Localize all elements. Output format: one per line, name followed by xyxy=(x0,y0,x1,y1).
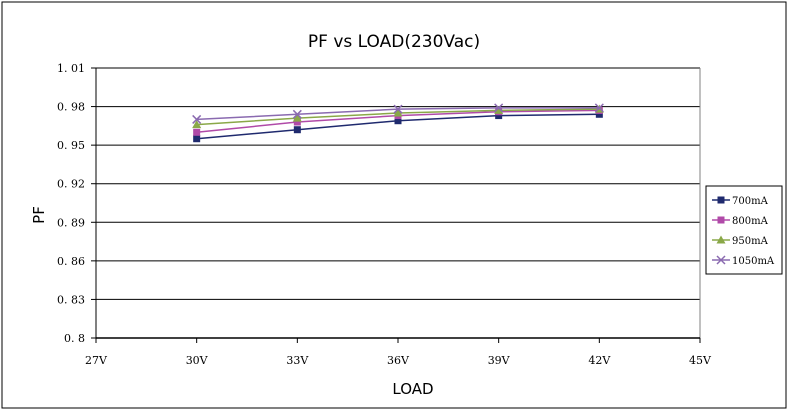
series-point xyxy=(293,118,301,126)
series-point xyxy=(594,103,604,113)
y-tick-label: 0. 89 xyxy=(57,216,85,229)
x-tick-label: 36V xyxy=(387,354,410,367)
series-point xyxy=(292,109,302,119)
y-tick-label: 0. 95 xyxy=(57,139,85,152)
y-tick-label: 0. 92 xyxy=(57,178,85,191)
chart-title: PF vs LOAD(230Vac) xyxy=(308,32,480,52)
series-point xyxy=(393,104,403,114)
legend-marker-stroke xyxy=(716,255,726,265)
axis-layer: 1. 01 0. 98 0. 95 0. 92 0. 89 0. 86 0. 83 0. 82… xyxy=(57,62,712,367)
x-axis-title: LOAD xyxy=(392,380,433,398)
series-point xyxy=(293,126,301,134)
series-point xyxy=(193,128,201,136)
series-point xyxy=(495,112,503,120)
y-tick-label: 0. 83 xyxy=(57,293,85,306)
x-tick-label: 42V xyxy=(588,354,611,367)
x-tick-label: 45V xyxy=(689,354,712,367)
y-tick-label: 0. 98 xyxy=(57,101,85,114)
legend-label: 700mA xyxy=(732,196,769,207)
series-point xyxy=(193,135,201,143)
series-point xyxy=(292,113,302,122)
x-tick-label: 30V xyxy=(186,354,209,367)
y-tick-label: 1. 01 xyxy=(57,62,85,75)
legend-marker xyxy=(716,235,726,244)
series-point xyxy=(394,117,402,125)
series-point xyxy=(192,120,202,129)
legend-marker xyxy=(717,196,725,204)
legend-label: 950mA xyxy=(732,236,769,247)
series-point-stroke xyxy=(192,114,202,124)
series-point xyxy=(393,108,403,117)
series-point-stroke xyxy=(494,103,504,113)
series-point xyxy=(595,110,603,118)
legend-marker xyxy=(717,216,725,224)
y-axis-title: PF xyxy=(30,206,48,224)
legend-label: 1050mA xyxy=(732,256,775,267)
series-point-stroke xyxy=(393,104,403,114)
y-tick-label: 0. 86 xyxy=(57,255,85,268)
x-tick-label: 27V xyxy=(85,354,108,367)
legend-label: 800mA xyxy=(732,216,769,227)
series-point-stroke xyxy=(292,109,302,119)
series-point xyxy=(494,105,504,114)
grid-layer xyxy=(96,67,700,300)
x-tick-label: 39V xyxy=(488,354,511,367)
x-tick-label: 33V xyxy=(286,354,309,367)
legend: 700mA 800mA 950mA 1050mA xyxy=(705,185,783,275)
legend-marker xyxy=(716,255,726,265)
y-tick-label: 0. 8 xyxy=(64,332,85,345)
series-point xyxy=(192,114,202,124)
series-layer xyxy=(192,103,604,143)
series-point xyxy=(494,103,504,113)
series-point-stroke xyxy=(594,103,604,113)
